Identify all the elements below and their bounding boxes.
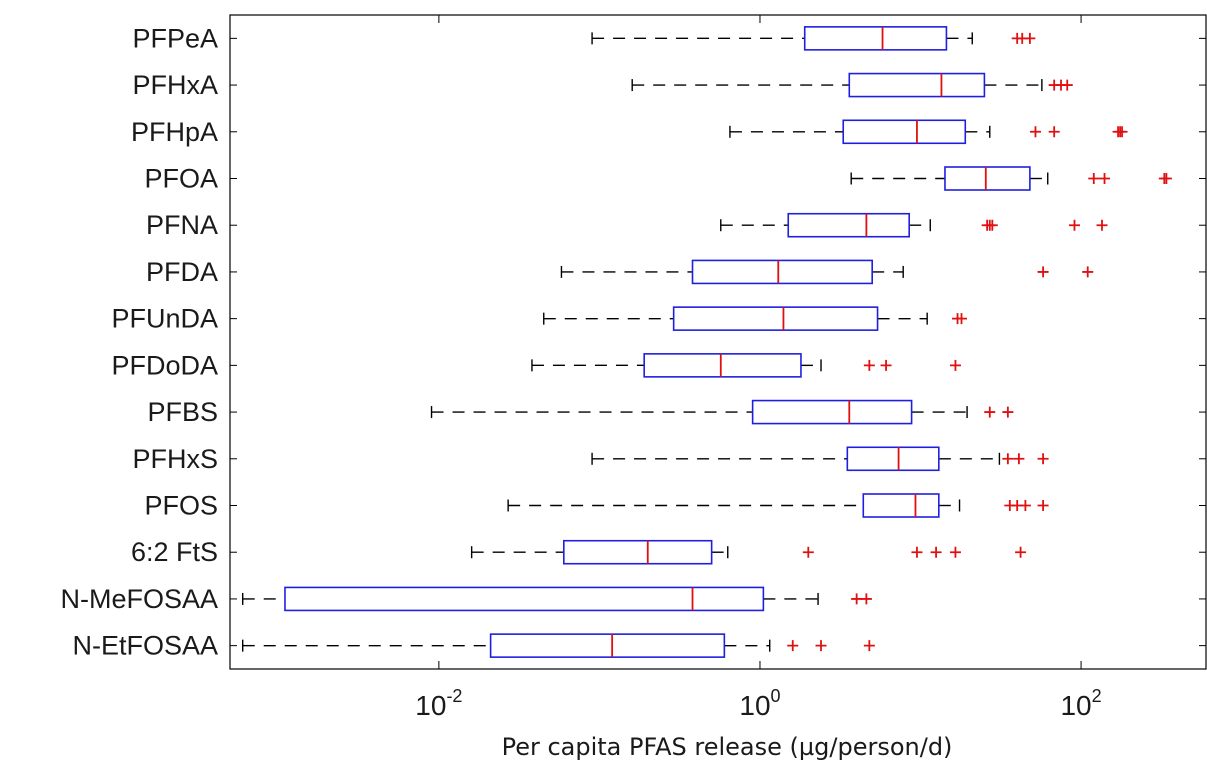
iqr-box xyxy=(751,399,913,425)
outlier-point xyxy=(815,640,827,652)
y-label-n-mefosaa: N-MeFOSAA xyxy=(60,584,218,614)
iqr-box xyxy=(862,493,940,518)
y-label-pfbs: PFBS xyxy=(147,397,218,427)
outlier-point xyxy=(1082,266,1094,278)
outlier-point xyxy=(1013,453,1025,465)
box-pfhxs xyxy=(591,446,1049,472)
outlier-point xyxy=(1029,126,1041,138)
iqr-box xyxy=(643,353,802,378)
iqr-box xyxy=(489,633,726,658)
outlier-point xyxy=(911,546,923,558)
y-label-pfhpa: PFHpA xyxy=(131,117,218,147)
outlier-point xyxy=(1002,406,1014,418)
iqr-box xyxy=(672,306,879,331)
box-n-etfosaa xyxy=(242,633,875,658)
outlier-point xyxy=(851,593,863,605)
outlier-point xyxy=(1099,173,1111,184)
outlier-point xyxy=(949,546,961,558)
iqr-box xyxy=(787,212,910,238)
outlier-point xyxy=(949,359,961,371)
outlier-point xyxy=(860,593,872,605)
box-pfhxa xyxy=(631,72,1073,98)
outlier-point xyxy=(986,219,998,231)
outlier-point xyxy=(880,359,892,371)
iqr-box xyxy=(846,446,940,472)
boxes-layer xyxy=(242,26,1172,658)
y-label-pfpea: PFPeA xyxy=(132,23,218,53)
box-6-2-fts xyxy=(470,539,1027,565)
iqr-box xyxy=(848,72,986,98)
outlier-point xyxy=(984,406,996,418)
box-pfbs xyxy=(430,399,1014,425)
outlier-point xyxy=(1024,32,1036,44)
y-label-pfos: PFOS xyxy=(144,491,218,521)
outlier-point xyxy=(1037,500,1049,511)
axis-layer: PFPeA PFHxA PFHpA PFOA PFNA PFDA PFUnDA PFDoDA P… xyxy=(60,15,1206,721)
y-label-pfhxs: PFHxS xyxy=(132,444,218,474)
box-pfos xyxy=(507,493,1049,518)
y-label-n-etfosaa: N-EtFOSAA xyxy=(72,631,218,661)
outlier-point xyxy=(1002,453,1014,465)
y-label-pfoa: PFOA xyxy=(144,164,218,194)
outlier-point xyxy=(1068,219,1080,231)
x-axis-label: Per capita PFAS release (µg/person/d) xyxy=(502,733,953,761)
box-n-mefosaa xyxy=(242,586,872,612)
outlier-point xyxy=(1088,173,1100,184)
x-tick-label: 10-2 xyxy=(415,686,462,721)
outlier-point xyxy=(930,546,942,558)
box-pfhpa xyxy=(729,119,1128,145)
y-label-pfda: PFDA xyxy=(146,257,218,287)
box-pfda xyxy=(560,259,1094,285)
box-pfpea xyxy=(591,26,1036,51)
x-tick-label: 102 xyxy=(1060,686,1101,721)
y-label-pfna: PFNA xyxy=(146,210,218,240)
outlier-point xyxy=(1160,173,1172,184)
iqr-box xyxy=(563,539,713,565)
outlier-point xyxy=(1061,79,1073,91)
iqr-box xyxy=(803,26,948,51)
iqr-box xyxy=(842,119,967,145)
iqr-box xyxy=(691,259,873,285)
outlier-point xyxy=(1116,126,1128,138)
outlier-point xyxy=(956,313,968,325)
iqr-box xyxy=(284,586,765,612)
outlier-point xyxy=(1015,546,1027,558)
y-label-pfdoda: PFDoDA xyxy=(111,350,218,380)
outlier-point xyxy=(863,640,875,652)
outlier-point xyxy=(863,359,875,371)
outlier-point xyxy=(1037,453,1049,465)
box-pfoa xyxy=(850,166,1172,191)
box-pfunda xyxy=(543,306,968,331)
box-pfdoda xyxy=(531,353,961,378)
outlier-point xyxy=(1019,500,1031,511)
outlier-point xyxy=(1048,126,1060,138)
box-pfna xyxy=(720,212,1108,238)
iqr-box xyxy=(944,166,1031,191)
outlier-point xyxy=(1037,266,1049,278)
outlier-point xyxy=(802,546,814,558)
y-label-pfunda: PFUnDA xyxy=(111,304,218,334)
outlier-point xyxy=(1096,219,1108,231)
y-label-pfhxa: PFHxA xyxy=(132,70,218,100)
outlier-point xyxy=(787,640,799,652)
x-tick-label: 100 xyxy=(739,686,780,721)
plot-area-frame xyxy=(229,14,1207,670)
y-label-6-2-fts: 6:2 FtS xyxy=(131,537,218,567)
